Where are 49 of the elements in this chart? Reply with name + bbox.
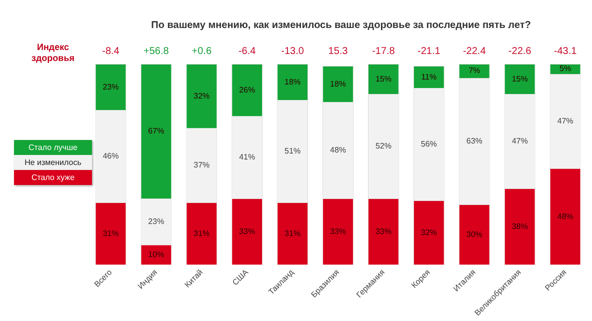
data-label: 46% xyxy=(102,152,119,161)
text: -13.0 xyxy=(281,46,304,57)
text: Индекс здоровья xyxy=(30,42,76,64)
data-label: 31% xyxy=(194,228,210,238)
data-label: 32% xyxy=(420,228,437,237)
text: 15.3 xyxy=(328,46,348,57)
text: -43.1 xyxy=(554,46,578,57)
data-label: 11% xyxy=(421,72,437,82)
text: +0.6 xyxy=(192,46,212,57)
data-label: 32% xyxy=(194,91,210,100)
data-label: 56% xyxy=(420,140,437,149)
data-label: 48% xyxy=(330,146,346,155)
data-label: 15% xyxy=(375,74,392,84)
text: -22.6 xyxy=(508,46,532,57)
data-label: 5% xyxy=(559,64,572,74)
data-label: 26% xyxy=(239,85,256,94)
data-label: 48% xyxy=(557,212,574,221)
text: +56.8 xyxy=(144,46,170,57)
data-label: 47% xyxy=(512,136,528,146)
text: -8.4 xyxy=(102,46,120,57)
data-label: 41% xyxy=(239,152,256,162)
data-label: 33% xyxy=(330,226,346,236)
data-label: 52% xyxy=(375,142,392,151)
data-label: 18% xyxy=(284,77,301,86)
data-label: 63% xyxy=(466,136,482,146)
data-label: 51% xyxy=(284,146,301,156)
data-label: 30% xyxy=(466,230,482,239)
data-label: 37% xyxy=(194,160,210,170)
text: Стало хуже xyxy=(14,170,92,185)
data-label: 47% xyxy=(557,116,574,126)
data-label: 23% xyxy=(102,82,119,92)
text: Стало лучше xyxy=(14,140,92,155)
data-label: 33% xyxy=(375,226,392,236)
text: -6.4 xyxy=(238,46,256,57)
chart-title: По вашему мнению, как изменилось ваше здоровье за последние пять лет? xyxy=(150,20,532,31)
data-label: 31% xyxy=(284,228,301,238)
series-label: Не изменилось xyxy=(14,155,92,170)
data-label: 33% xyxy=(239,226,256,236)
text: -22.4 xyxy=(462,46,486,57)
data-label: 7% xyxy=(468,66,480,76)
data-label: 38% xyxy=(512,222,528,231)
data-label: 67% xyxy=(148,126,164,136)
data-label: 23% xyxy=(148,216,164,226)
data-label: 18% xyxy=(330,79,346,88)
text: -21.1 xyxy=(418,46,441,57)
data-label: 15% xyxy=(512,74,528,84)
text: -17.8 xyxy=(372,46,396,57)
data-label: 10% xyxy=(148,250,164,259)
data-label: 31% xyxy=(102,228,119,238)
